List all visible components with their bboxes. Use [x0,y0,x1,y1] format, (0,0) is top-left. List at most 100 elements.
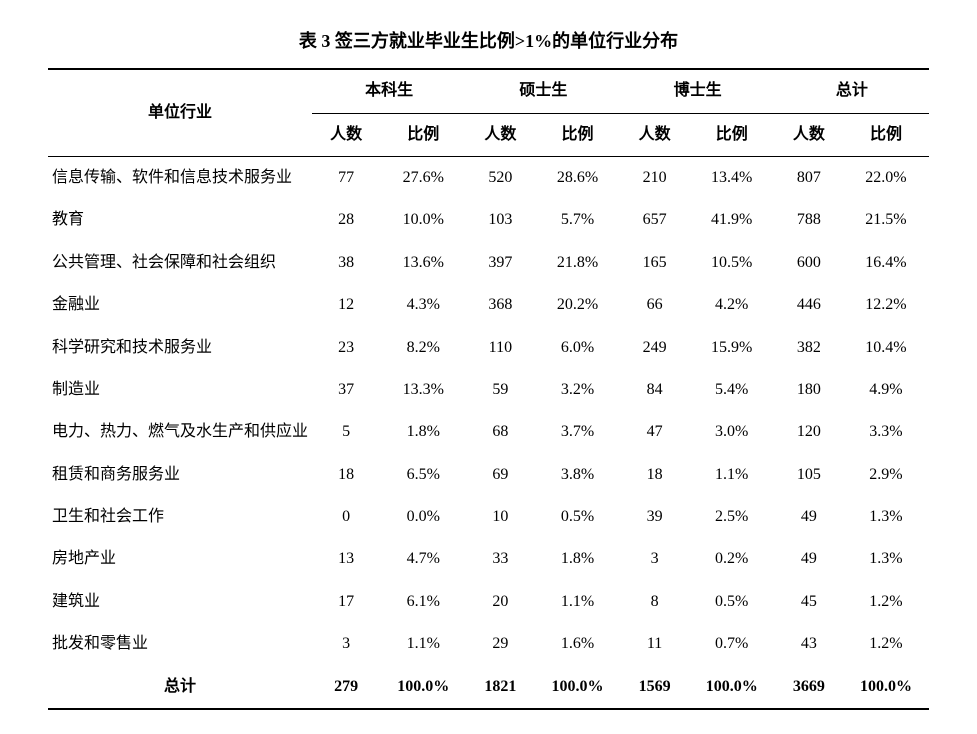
industry-cell: 建筑业 [48,581,312,623]
industry-table: 单位行业 本科生 硕士生 博士生 总计 人数比例人数比例人数比例人数比例 信息传… [48,68,929,710]
value-cell: 1821 [466,666,534,709]
value-cell: 23 [312,327,380,369]
table-row: 卫生和社会工作00.0%100.5%392.5%491.3% [48,496,929,538]
value-cell: 29 [466,623,534,665]
value-cell: 4.2% [689,284,775,326]
value-cell: 110 [466,327,534,369]
value-cell: 5 [312,411,380,453]
value-cell: 1.6% [534,623,620,665]
value-cell: 1569 [620,666,688,709]
value-cell: 49 [775,496,843,538]
value-cell: 3.2% [534,369,620,411]
value-cell: 120 [775,411,843,453]
col-header-industry: 单位行业 [48,69,312,156]
value-cell: 3669 [775,666,843,709]
value-cell: 3.7% [534,411,620,453]
col-group-2: 博士生 [620,69,774,113]
value-cell: 18 [620,454,688,496]
value-cell: 1.1% [380,623,466,665]
value-cell: 520 [466,156,534,199]
value-cell: 4.3% [380,284,466,326]
value-cell: 68 [466,411,534,453]
value-cell: 100.0% [534,666,620,709]
value-cell: 3.3% [843,411,929,453]
value-cell: 10.5% [689,242,775,284]
value-cell: 0.7% [689,623,775,665]
industry-cell: 总计 [48,666,312,709]
value-cell: 1.8% [380,411,466,453]
value-cell: 249 [620,327,688,369]
value-cell: 1.1% [689,454,775,496]
col-header-pct: 比例 [843,113,929,156]
value-cell: 382 [775,327,843,369]
value-cell: 105 [775,454,843,496]
value-cell: 33 [466,538,534,580]
col-header-pct: 比例 [689,113,775,156]
value-cell: 1.8% [534,538,620,580]
industry-cell: 制造业 [48,369,312,411]
value-cell: 279 [312,666,380,709]
value-cell: 12 [312,284,380,326]
value-cell: 47 [620,411,688,453]
industry-cell: 卫生和社会工作 [48,496,312,538]
value-cell: 368 [466,284,534,326]
table-row: 教育2810.0%1035.7%65741.9%78821.5% [48,199,929,241]
col-header-count: 人数 [620,113,688,156]
value-cell: 13.4% [689,156,775,199]
industry-cell: 房地产业 [48,538,312,580]
value-cell: 49 [775,538,843,580]
value-cell: 1.1% [534,581,620,623]
value-cell: 21.5% [843,199,929,241]
value-cell: 0.2% [689,538,775,580]
col-header-pct: 比例 [380,113,466,156]
value-cell: 10.4% [843,327,929,369]
table-row: 科学研究和技术服务业238.2%1106.0%24915.9%38210.4% [48,327,929,369]
industry-cell: 电力、热力、燃气及水生产和供应业 [48,411,312,453]
value-cell: 1.2% [843,623,929,665]
value-cell: 3.0% [689,411,775,453]
value-cell: 69 [466,454,534,496]
value-cell: 1.3% [843,496,929,538]
value-cell: 4.9% [843,369,929,411]
value-cell: 100.0% [380,666,466,709]
col-group-3: 总计 [775,69,929,113]
value-cell: 3 [620,538,688,580]
table-row: 制造业3713.3%593.2%845.4%1804.9% [48,369,929,411]
value-cell: 13.6% [380,242,466,284]
industry-cell: 租赁和商务服务业 [48,454,312,496]
industry-cell: 教育 [48,199,312,241]
value-cell: 1.3% [843,538,929,580]
value-cell: 2.9% [843,454,929,496]
value-cell: 657 [620,199,688,241]
table-row: 金融业124.3%36820.2%664.2%44612.2% [48,284,929,326]
table-total-row: 总计279100.0%1821100.0%1569100.0%3669100.0… [48,666,929,709]
value-cell: 100.0% [843,666,929,709]
value-cell: 27.6% [380,156,466,199]
industry-cell: 信息传输、软件和信息技术服务业 [48,156,312,199]
table-row: 信息传输、软件和信息技术服务业7727.6%52028.6%21013.4%80… [48,156,929,199]
value-cell: 45 [775,581,843,623]
value-cell: 3 [312,623,380,665]
col-header-count: 人数 [775,113,843,156]
value-cell: 0 [312,496,380,538]
value-cell: 446 [775,284,843,326]
value-cell: 6.1% [380,581,466,623]
table-row: 电力、热力、燃气及水生产和供应业51.8%683.7%473.0%1203.3% [48,411,929,453]
value-cell: 2.5% [689,496,775,538]
value-cell: 20 [466,581,534,623]
value-cell: 21.8% [534,242,620,284]
value-cell: 18 [312,454,380,496]
value-cell: 13.3% [380,369,466,411]
value-cell: 66 [620,284,688,326]
value-cell: 11 [620,623,688,665]
value-cell: 5.4% [689,369,775,411]
value-cell: 12.2% [843,284,929,326]
value-cell: 43 [775,623,843,665]
value-cell: 13 [312,538,380,580]
value-cell: 77 [312,156,380,199]
table-row: 批发和零售业31.1%291.6%110.7%431.2% [48,623,929,665]
table-row: 公共管理、社会保障和社会组织3813.6%39721.8%16510.5%600… [48,242,929,284]
value-cell: 5.7% [534,199,620,241]
industry-cell: 金融业 [48,284,312,326]
col-group-0: 本科生 [312,69,466,113]
